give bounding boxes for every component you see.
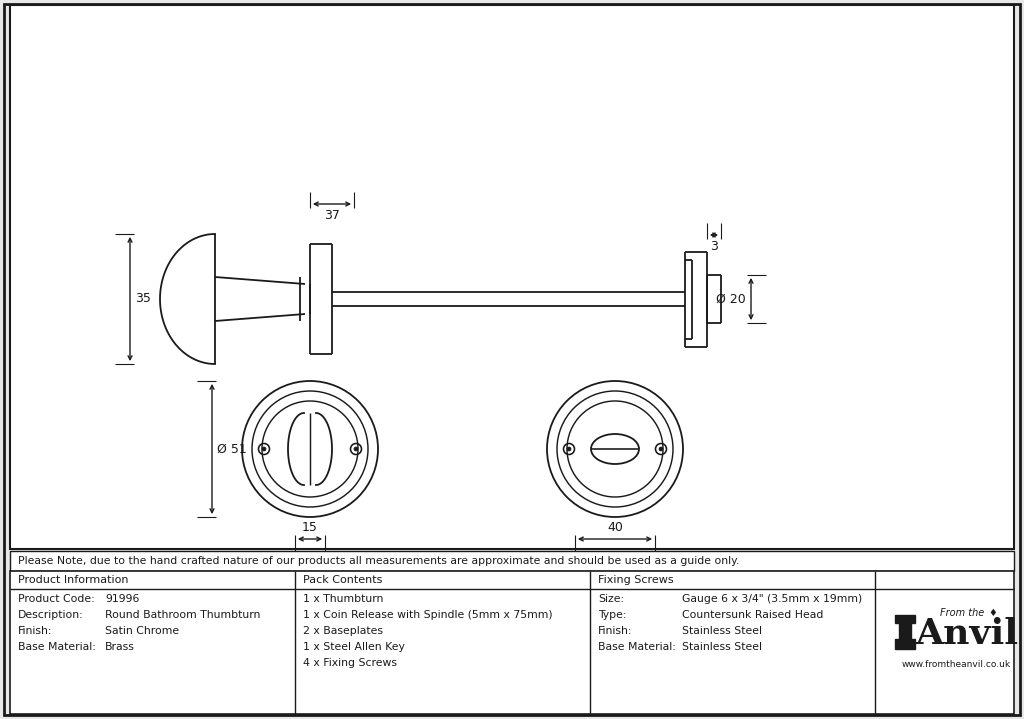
Circle shape [567,447,571,451]
Text: 40: 40 [607,521,623,534]
Text: Anvil: Anvil [915,618,1018,651]
Text: Please Note, due to the hand crafted nature of our products all measurements are: Please Note, due to the hand crafted nat… [18,556,739,566]
Text: Ø 51: Ø 51 [217,442,247,456]
Text: Base Material:: Base Material: [598,642,676,652]
Text: Finish:: Finish: [598,626,633,636]
Text: Fixing Screws: Fixing Screws [598,575,674,585]
Text: 3: 3 [710,240,718,253]
Text: 91996: 91996 [105,594,139,604]
Text: Stainless Steel: Stainless Steel [682,642,762,652]
Circle shape [262,447,266,451]
Text: Satin Chrome: Satin Chrome [105,626,179,636]
Text: Countersunk Raised Head: Countersunk Raised Head [682,610,823,620]
Text: Pack Contents: Pack Contents [303,575,382,585]
Text: 35: 35 [135,293,151,306]
Text: Description:: Description: [18,610,84,620]
Text: www.fromtheanvil.co.uk: www.fromtheanvil.co.uk [902,660,1011,669]
Text: Stainless Steel: Stainless Steel [682,626,762,636]
Text: Brass: Brass [105,642,135,652]
Text: 2 x Baseplates: 2 x Baseplates [303,626,383,636]
Text: 15: 15 [302,521,317,534]
Circle shape [354,447,358,451]
Text: Gauge 6 x 3/4" (3.5mm x 19mm): Gauge 6 x 3/4" (3.5mm x 19mm) [682,594,862,604]
Text: Round Bathroom Thumbturn: Round Bathroom Thumbturn [105,610,260,620]
Text: 4 x Fixing Screws: 4 x Fixing Screws [303,658,397,668]
Polygon shape [898,623,910,638]
Text: Product Information: Product Information [18,575,128,585]
Bar [10,551,1014,571]
Text: ♦: ♦ [988,608,997,618]
Polygon shape [895,615,914,623]
Bar [10,5,1014,549]
Text: 37: 37 [324,209,340,222]
Text: Product Code:: Product Code: [18,594,95,604]
Text: Base Material:: Base Material: [18,642,96,652]
Polygon shape [895,638,914,649]
Text: Finish:: Finish: [18,626,52,636]
Text: From the: From the [940,608,985,618]
Bar [10,571,1014,714]
Circle shape [659,447,663,451]
Text: 1 x Thumbturn: 1 x Thumbturn [303,594,383,604]
Text: Size:: Size: [598,594,624,604]
Text: Type:: Type: [598,610,627,620]
Text: 1 x Coin Release with Spindle (5mm x 75mm): 1 x Coin Release with Spindle (5mm x 75m… [303,610,553,620]
Text: Ø 20: Ø 20 [716,293,746,306]
Text: 1 x Steel Allen Key: 1 x Steel Allen Key [303,642,404,652]
